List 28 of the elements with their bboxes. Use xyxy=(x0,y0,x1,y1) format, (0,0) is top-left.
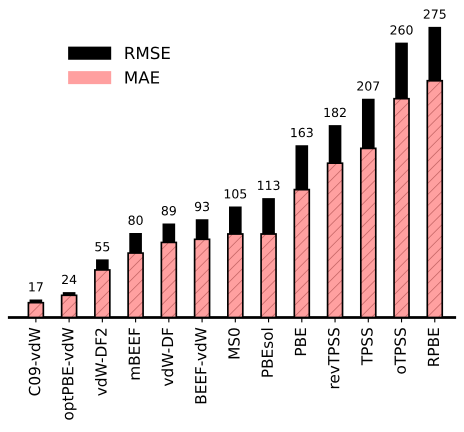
x-tick-label: PBE xyxy=(294,328,306,356)
x-tick-label: vdW-DF xyxy=(161,328,174,386)
data-label: 275 xyxy=(424,9,446,19)
x-tick-label: RPBE xyxy=(428,328,439,366)
data-label: 113 xyxy=(258,180,280,190)
x-tick-label: BEEF-vdW xyxy=(194,328,207,404)
data-label: 89 xyxy=(162,206,176,216)
x-tick-label: C09-vdW xyxy=(28,328,40,396)
data-label: 163 xyxy=(291,128,313,138)
data-label: 182 xyxy=(324,108,346,118)
legend-label: RMSE xyxy=(125,46,170,60)
data-label: 80 xyxy=(128,216,143,225)
x-tick-label: oTPSS xyxy=(394,328,406,374)
x-tick-label: optPBE-vdW xyxy=(62,328,77,420)
x-tick-label: revTPSS xyxy=(328,328,340,388)
data-label: 55 xyxy=(95,242,110,252)
x-tick-label: TPSS xyxy=(361,328,373,366)
data-label: 93 xyxy=(194,202,210,212)
legend-label: MAE xyxy=(125,71,160,84)
data-label: 17 xyxy=(29,282,43,292)
x-tick-label: mBEEF xyxy=(128,328,140,380)
data-label: 260 xyxy=(390,25,413,35)
data-label: 105 xyxy=(224,189,246,199)
data-label: 24 xyxy=(62,274,76,284)
x-tick-label: vdW-DF2 xyxy=(94,328,107,396)
data-label: 207 xyxy=(357,81,380,91)
x-tick-label: MS0 xyxy=(228,328,240,358)
x-tick-label: PBEsol xyxy=(261,328,273,377)
